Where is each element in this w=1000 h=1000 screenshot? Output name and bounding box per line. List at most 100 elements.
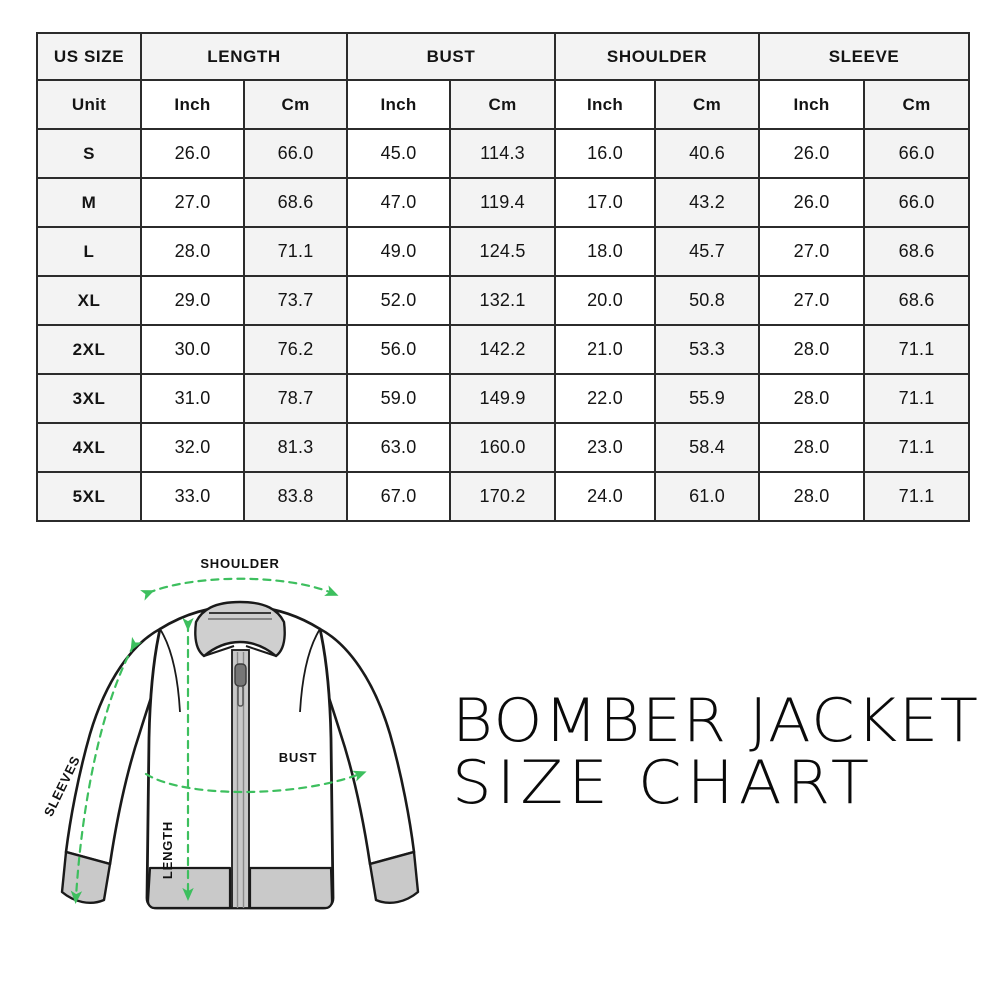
shoulder-seam-right bbox=[299, 628, 321, 713]
table-row: M 27.0 68.6 47.0 119.4 17.0 43.2 26.0 66.0 bbox=[36, 177, 971, 228]
title-line-2: SIZE CHART bbox=[452, 748, 875, 818]
cell-measurement: 58.4 bbox=[654, 422, 761, 473]
group-header-row: US SIZE LENGTH BUST SHOULDER SLEEVE bbox=[36, 32, 971, 81]
zipper-pull-icon bbox=[234, 663, 247, 707]
cell-measurement: 132.1 bbox=[449, 275, 557, 326]
cell-measurement: 142.2 bbox=[449, 324, 557, 375]
cell-measurement: 56.0 bbox=[346, 324, 452, 375]
unit-header-bust-cm: Cm bbox=[449, 79, 557, 130]
table-row: XL 29.0 73.7 52.0 132.1 20.0 50.8 27.0 68.6 bbox=[36, 275, 971, 326]
cell-measurement: 83.8 bbox=[242, 471, 349, 522]
cell-measurement: 20.0 bbox=[554, 275, 657, 326]
unit-header-sleeve-cm: Cm bbox=[863, 79, 971, 130]
cell-measurement: 81.3 bbox=[242, 422, 349, 473]
cell-measurement: 45.0 bbox=[346, 128, 452, 179]
cell-measurement: 71.1 bbox=[863, 373, 971, 424]
unit-header-shoulder-inch: Inch bbox=[554, 79, 657, 130]
cell-measurement: 160.0 bbox=[449, 422, 557, 473]
table-row: 2XL 30.0 76.2 56.0 142.2 21.0 53.3 28.0 71.1 bbox=[36, 324, 971, 375]
collar-fold-right bbox=[245, 645, 277, 657]
cell-measurement: 23.0 bbox=[554, 422, 657, 473]
cell-measurement: 49.0 bbox=[346, 226, 452, 277]
cell-measurement: 71.1 bbox=[863, 422, 971, 473]
unit-header-bust-inch: Inch bbox=[346, 79, 452, 130]
table-row: 3XL 31.0 78.7 59.0 149.9 22.0 55.9 28.0 71.1 bbox=[36, 373, 971, 424]
cell-measurement: 27.0 bbox=[758, 226, 866, 277]
cell-measurement: 40.6 bbox=[654, 128, 761, 179]
unit-header-length-cm: Cm bbox=[242, 79, 349, 130]
cell-measurement: 71.1 bbox=[863, 324, 971, 375]
cell-measurement: 68.6 bbox=[863, 226, 971, 277]
cell-measurement: 66.0 bbox=[242, 128, 349, 179]
cell-measurement: 124.5 bbox=[449, 226, 557, 277]
unit-header-row: Unit Inch Cm Inch Cm Inch Cm Inch Cm bbox=[36, 79, 971, 130]
cell-measurement: 30.0 bbox=[140, 324, 245, 375]
hem-band-right bbox=[248, 866, 334, 910]
cell-measurement: 28.0 bbox=[140, 226, 245, 277]
cell-measurement: 18.0 bbox=[554, 226, 657, 277]
cell-measurement: 28.0 bbox=[758, 471, 866, 522]
measurement-guides bbox=[70, 577, 367, 905]
bust-label: BUST bbox=[279, 750, 318, 765]
cell-measurement: 31.0 bbox=[140, 373, 245, 424]
cell-measurement: 27.0 bbox=[140, 177, 245, 228]
cell-measurement: 26.0 bbox=[758, 177, 866, 228]
table-row: 4XL 32.0 81.3 63.0 160.0 23.0 58.4 28.0 71.1 bbox=[36, 422, 971, 473]
shoulder-guide bbox=[140, 577, 339, 601]
cell-measurement: 53.3 bbox=[654, 324, 761, 375]
group-header-shoulder: SHOULDER bbox=[554, 32, 761, 81]
cuff-right-edge bbox=[375, 891, 419, 904]
table-row: S 26.0 66.0 45.0 114.3 16.0 40.6 26.0 66.0 bbox=[36, 128, 971, 179]
cell-measurement: 71.1 bbox=[242, 226, 349, 277]
unit-header-length-inch: Inch bbox=[140, 79, 245, 130]
table-body: S 26.0 66.0 45.0 114.3 16.0 40.6 26.0 66.0 M 27.0 6… bbox=[36, 128, 971, 522]
table-row: L 28.0 71.1 49.0 124.5 18.0 45.7 27.0 68.6 bbox=[36, 226, 971, 277]
cell-measurement: 68.6 bbox=[863, 275, 971, 326]
bust-guide bbox=[144, 770, 367, 794]
shoulder-label: SHOULDER bbox=[200, 556, 279, 571]
size-table-container: US SIZE LENGTH BUST SHOULDER SLEEVE Unit… bbox=[36, 32, 971, 522]
group-header-bust: BUST bbox=[346, 32, 557, 81]
jacket-illustration bbox=[60, 600, 420, 910]
unit-header-unit: Unit bbox=[36, 79, 142, 130]
cell-measurement: 78.7 bbox=[242, 373, 349, 424]
table-row: 5XL 33.0 83.8 67.0 170.2 24.0 61.0 28.0 71.1 bbox=[36, 471, 971, 522]
cell-us-size: 4XL bbox=[36, 422, 142, 473]
cell-measurement: 71.1 bbox=[863, 471, 971, 522]
cell-measurement: 47.0 bbox=[346, 177, 452, 228]
cell-measurement: 24.0 bbox=[554, 471, 657, 522]
group-header-sleeve: SLEEVE bbox=[758, 32, 971, 81]
cell-measurement: 52.0 bbox=[346, 275, 452, 326]
table-head: US SIZE LENGTH BUST SHOULDER SLEEVE Unit… bbox=[36, 32, 971, 130]
cell-us-size: 5XL bbox=[36, 471, 142, 522]
cell-us-size: XL bbox=[36, 275, 142, 326]
cell-measurement: 26.0 bbox=[140, 128, 245, 179]
length-label: LENGTH bbox=[160, 821, 175, 879]
cell-measurement: 50.8 bbox=[654, 275, 761, 326]
cell-measurement: 27.0 bbox=[758, 275, 866, 326]
unit-header-shoulder-cm: Cm bbox=[654, 79, 761, 130]
group-header-us-size: US SIZE bbox=[36, 32, 142, 81]
shoulder-seam-left bbox=[159, 628, 181, 713]
cell-measurement: 22.0 bbox=[554, 373, 657, 424]
cell-measurement: 55.9 bbox=[654, 373, 761, 424]
cell-measurement: 28.0 bbox=[758, 422, 866, 473]
cell-measurement: 29.0 bbox=[140, 275, 245, 326]
cell-measurement: 59.0 bbox=[346, 373, 452, 424]
cell-us-size: M bbox=[36, 177, 142, 228]
cell-measurement: 66.0 bbox=[863, 128, 971, 179]
cell-measurement: 16.0 bbox=[554, 128, 657, 179]
cell-measurement: 28.0 bbox=[758, 324, 866, 375]
zipper-placket bbox=[231, 649, 250, 909]
cell-measurement: 73.7 bbox=[242, 275, 349, 326]
cell-measurement: 61.0 bbox=[654, 471, 761, 522]
cell-us-size: L bbox=[36, 226, 142, 277]
cell-measurement: 28.0 bbox=[758, 373, 866, 424]
cell-us-size: 3XL bbox=[36, 373, 142, 424]
size-table: US SIZE LENGTH BUST SHOULDER SLEEVE Unit… bbox=[36, 32, 971, 522]
cell-measurement: 67.0 bbox=[346, 471, 452, 522]
unit-header-sleeve-inch: Inch bbox=[758, 79, 866, 130]
cell-us-size: 2XL bbox=[36, 324, 142, 375]
title-line-1: BOMBER JACKET bbox=[452, 686, 980, 756]
cell-measurement: 32.0 bbox=[140, 422, 245, 473]
